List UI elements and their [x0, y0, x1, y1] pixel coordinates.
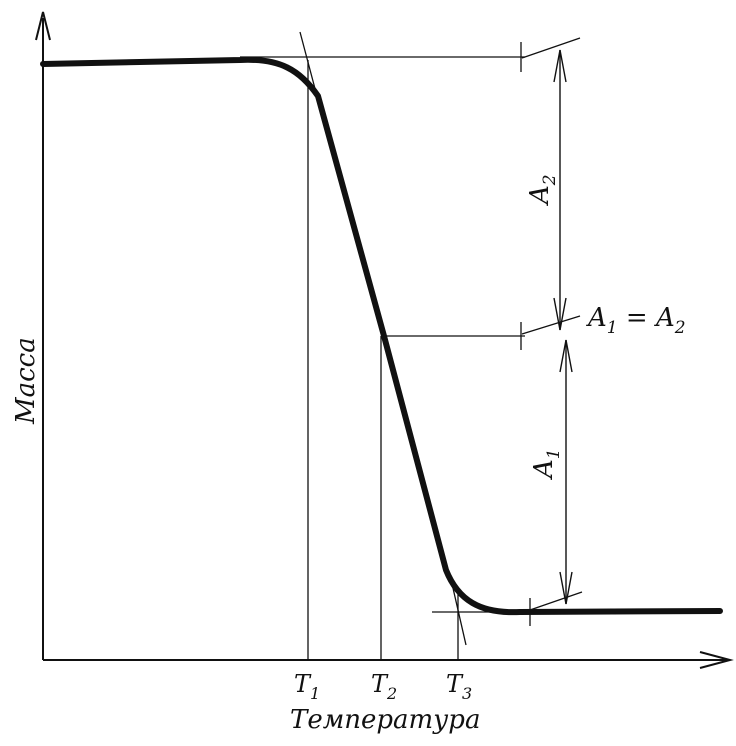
tick-t1-main: T: [294, 670, 312, 698]
eq-left: A: [586, 303, 607, 333]
a2-arrow-top: [553, 49, 567, 83]
label-a1-main: A: [529, 459, 559, 480]
y-axis-label: Масса: [11, 337, 41, 425]
construction-lines: [240, 31, 583, 660]
dimension-arrows: [553, 49, 573, 605]
tick-t3-sub: 3: [462, 684, 472, 703]
dim-slash-top: [521, 37, 581, 59]
label-equality: A1 = A2: [586, 303, 686, 338]
tick-t1-sub: 1: [310, 684, 320, 703]
eq-sign: =: [618, 303, 656, 333]
tick-t2-sub: 2: [386, 684, 397, 703]
label-a2-sub: 2: [540, 174, 560, 186]
a2-arrow-bottom: [553, 297, 567, 331]
a1-arrow-bottom: [559, 571, 573, 605]
dim-slash-mid: [521, 315, 581, 335]
eq-right-sub: 2: [674, 318, 686, 338]
eq-right: A: [654, 303, 675, 333]
label-a1: A1: [529, 448, 564, 480]
tick-t2: T2: [371, 670, 397, 703]
tick-t1: T1: [294, 670, 320, 703]
tick-t3: T3: [446, 670, 472, 703]
mass-loss-curve: [40, 56, 723, 616]
axes: [35, 11, 734, 669]
y-axis-arrow: [35, 11, 51, 41]
dim-slash-bottom: [529, 591, 583, 611]
tick-t2-main: T: [371, 670, 389, 698]
tick-t3-main: T: [446, 670, 464, 698]
x-axis-label: Температура: [290, 705, 480, 735]
eq-left-sub: 1: [607, 318, 618, 338]
label-a1-sub: 1: [544, 448, 564, 459]
label-a2-main: A: [525, 185, 555, 206]
label-a2: A2: [525, 174, 560, 206]
a1-arrow-top: [559, 339, 573, 373]
x-axis-arrow: [699, 651, 734, 669]
